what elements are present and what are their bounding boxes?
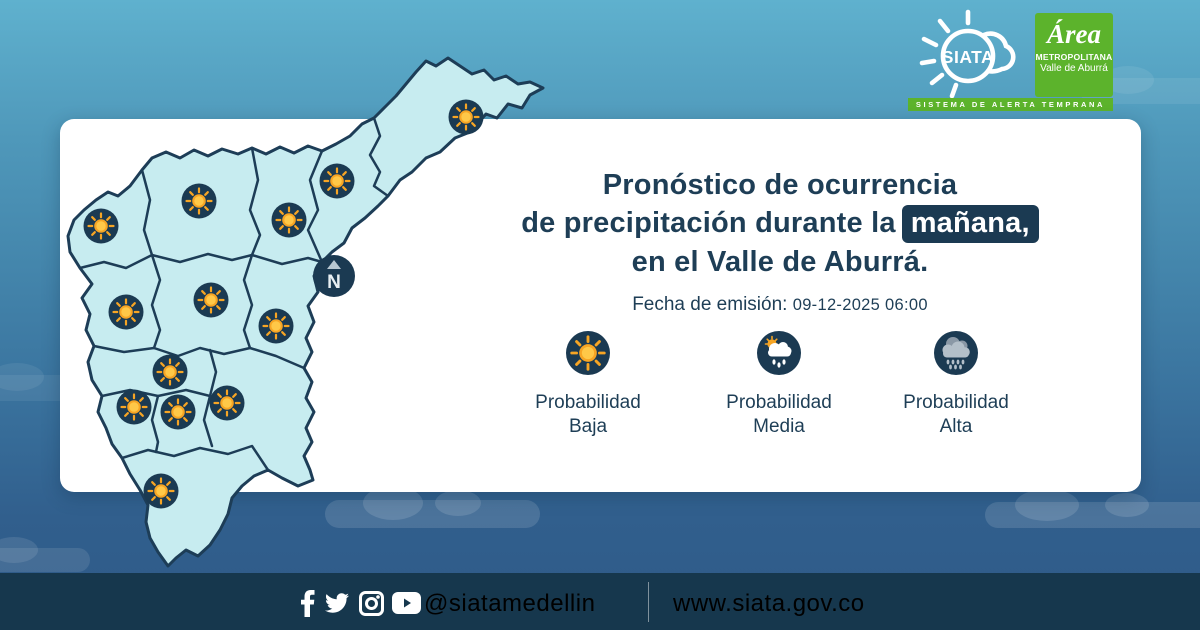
- title-line2: de precipitación durante la: [521, 207, 896, 239]
- title-line3: en el Valle de Aburrá.: [631, 246, 929, 278]
- footer-bar: [0, 573, 1200, 630]
- forecast-title: Pronóstico de ocurrencia de precipitació…: [440, 166, 1120, 281]
- probability-high-cloud-rain-icon: [934, 331, 978, 375]
- social-handle: @siatamedellin: [424, 590, 596, 617]
- siata-logo-text: SIATA: [942, 47, 994, 67]
- cloud-decoration: [325, 486, 540, 528]
- probability-medium-sun-cloud-rain-icon: [757, 331, 801, 375]
- legend-label: Probabilidad Baja: [535, 392, 641, 437]
- area-metropolitana-logo: Área METROPOLITANA Valle de Aburrá: [1035, 13, 1113, 97]
- area-logo-metropolitana: METROPOLITANA: [1035, 52, 1113, 62]
- legend-item-media: Probabilidad Media: [689, 330, 869, 439]
- cloud-decoration: [0, 537, 90, 572]
- area-logo-script: Área: [1047, 19, 1101, 49]
- area-logo-valle: Valle de Aburrá: [1040, 63, 1108, 74]
- title-line1: Pronóstico de ocurrencia: [602, 169, 958, 201]
- emission-value: 09-12-2025 06:00: [792, 296, 928, 314]
- youtube-icon[interactable]: [392, 592, 421, 614]
- footer-divider: [648, 582, 649, 622]
- forecast-text-block: Pronóstico de ocurrencia de precipitació…: [440, 166, 1120, 316]
- siata-logo: SIATA: [919, 9, 1016, 99]
- emission-date-row: Fecha de emisión: 09-12-2025 06:00: [440, 294, 1120, 316]
- title-highlight-manana: mañana,: [901, 205, 1039, 243]
- probability-low-sun-icon: [566, 331, 610, 375]
- alert-banner: SISTEMA DE ALERTA TEMPRANA: [908, 98, 1113, 111]
- legend-item-baja: Probabilidad Baja: [498, 330, 678, 439]
- cloud-decoration: [985, 489, 1200, 528]
- legend-label: Probabilidad Media: [726, 392, 832, 437]
- emission-label: Fecha de emisión:: [632, 294, 788, 315]
- facebook-icon[interactable]: [300, 589, 315, 617]
- social-icons-row: [300, 589, 421, 617]
- instagram-icon[interactable]: [359, 590, 384, 616]
- legend-item-alta: Probabilidad Alta: [866, 330, 1046, 439]
- website-url: www.siata.gov.co: [673, 590, 865, 617]
- legend-label: Probabilidad Alta: [903, 392, 1009, 437]
- twitter-icon[interactable]: [323, 591, 351, 615]
